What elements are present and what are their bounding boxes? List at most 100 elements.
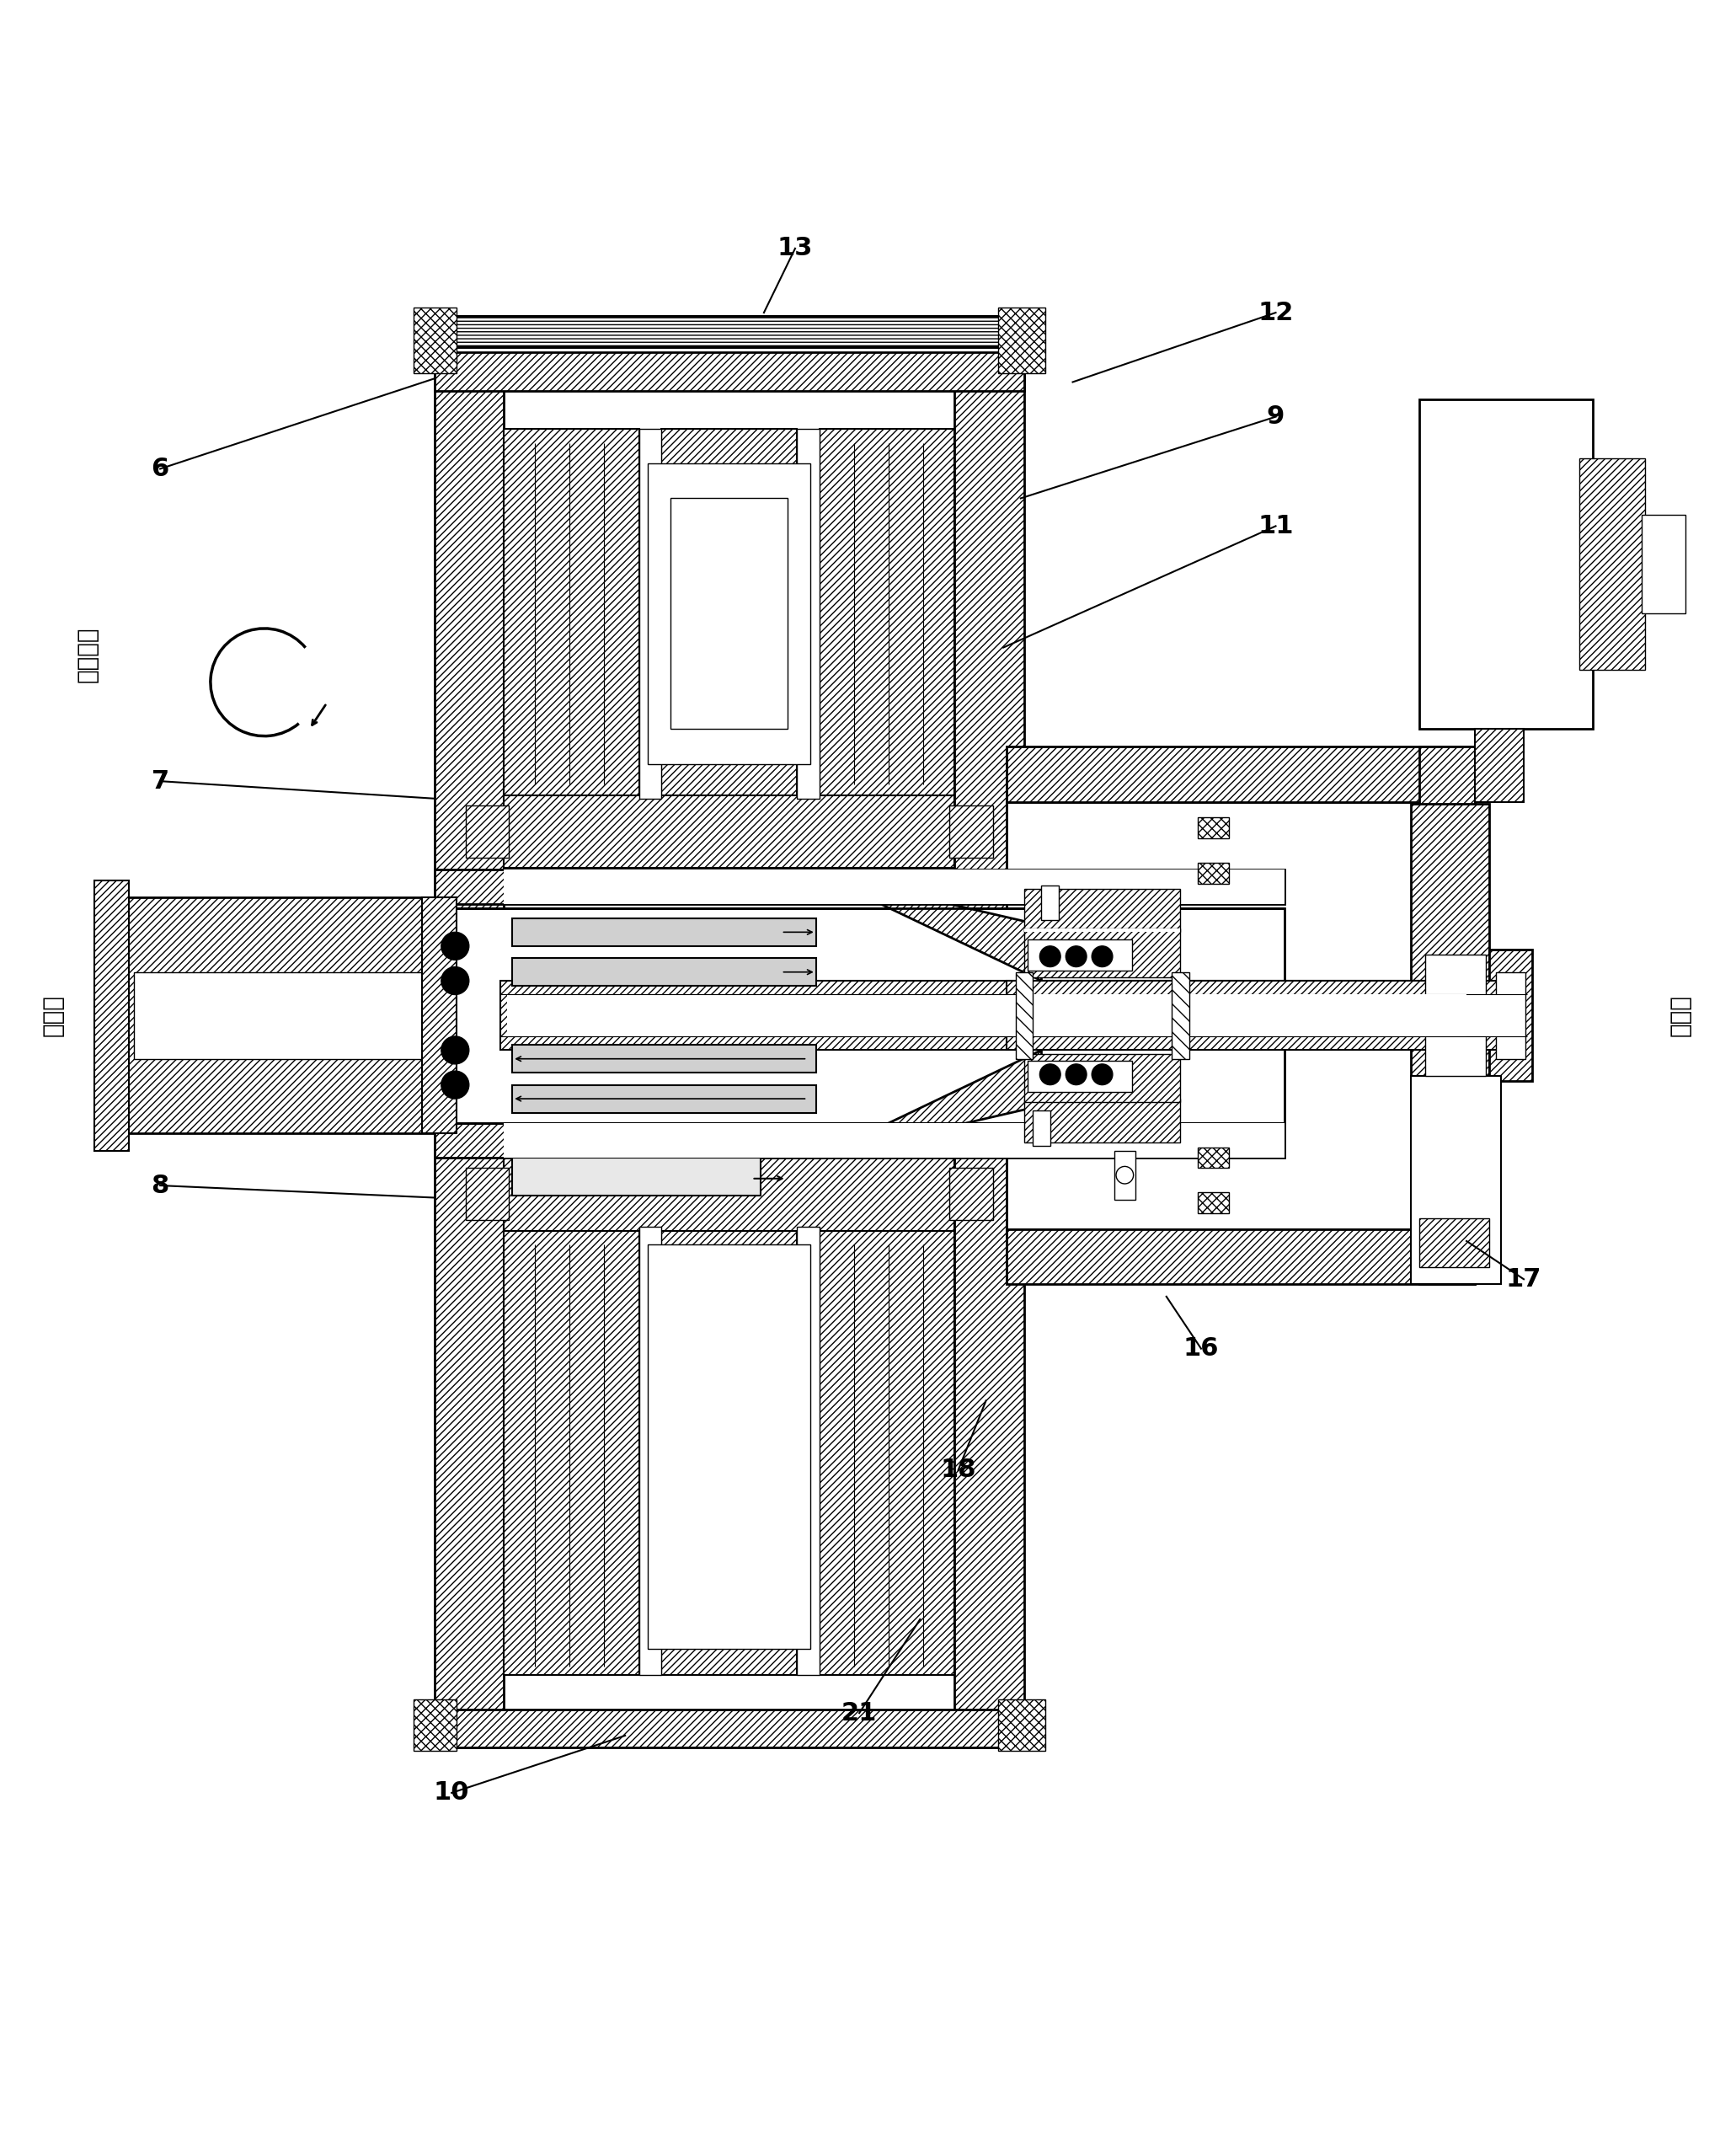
Bar — [661, 429, 797, 798]
Bar — [1024, 929, 1180, 933]
Bar — [1024, 1100, 1180, 1142]
Bar — [1024, 888, 1180, 933]
Bar — [955, 357, 1024, 1749]
Text: 18: 18 — [941, 1458, 976, 1482]
Text: 7: 7 — [151, 769, 168, 794]
Bar — [1042, 886, 1059, 920]
Bar — [512, 918, 816, 946]
Text: 13: 13 — [778, 237, 812, 260]
Bar — [434, 352, 1024, 391]
Bar — [1496, 971, 1526, 1059]
Bar — [648, 463, 811, 764]
Bar — [507, 995, 1514, 1035]
Text: 11: 11 — [1259, 515, 1293, 538]
Bar — [1420, 747, 1476, 1285]
Circle shape — [441, 967, 469, 995]
Bar — [512, 1085, 816, 1112]
Bar — [434, 907, 1285, 1123]
Polygon shape — [816, 1050, 1042, 1157]
Bar — [1411, 1076, 1502, 1285]
Bar — [639, 1228, 661, 1674]
Bar — [512, 1157, 760, 1196]
Bar — [1028, 939, 1132, 969]
Bar — [434, 869, 1285, 905]
Bar — [451, 316, 1007, 348]
Bar — [998, 307, 1045, 374]
Text: 旋转方向: 旋转方向 — [76, 626, 99, 683]
Bar — [1198, 863, 1229, 884]
Bar — [819, 429, 955, 798]
Bar — [434, 1710, 1024, 1749]
Bar — [503, 794, 955, 869]
Text: 17: 17 — [1505, 1266, 1542, 1292]
Bar — [797, 429, 819, 798]
Bar — [1198, 1146, 1229, 1168]
Bar — [108, 897, 443, 1134]
Text: 12: 12 — [1259, 301, 1293, 325]
Bar — [1198, 1193, 1229, 1213]
Bar — [1580, 459, 1646, 670]
Bar — [1115, 1151, 1135, 1200]
Circle shape — [1040, 946, 1061, 967]
Text: 负载侧: 负载侧 — [1668, 995, 1691, 1035]
Circle shape — [441, 933, 469, 961]
Bar — [1425, 954, 1486, 1076]
Bar — [465, 1168, 509, 1221]
Circle shape — [1040, 1063, 1061, 1085]
Text: 21: 21 — [842, 1702, 877, 1725]
Bar — [1420, 1219, 1489, 1266]
Circle shape — [441, 1072, 469, 1100]
Bar — [94, 880, 128, 1151]
Text: 9: 9 — [1267, 404, 1285, 429]
Bar — [503, 869, 1285, 905]
Bar — [1476, 730, 1524, 803]
Bar — [950, 1168, 993, 1221]
Bar — [413, 1699, 457, 1751]
Text: 6: 6 — [151, 457, 168, 480]
Circle shape — [1092, 946, 1113, 967]
Bar — [503, 1123, 1285, 1157]
Bar — [1172, 971, 1189, 1059]
Bar — [1198, 818, 1229, 839]
Bar — [1489, 950, 1533, 1082]
Text: 8: 8 — [151, 1174, 168, 1198]
Bar — [465, 805, 509, 858]
Bar — [797, 1228, 819, 1674]
Bar — [1024, 929, 1180, 978]
Bar — [1024, 1053, 1180, 1102]
Text: 输入侧: 输入侧 — [42, 995, 64, 1035]
Circle shape — [1066, 1063, 1087, 1085]
Bar — [512, 1044, 816, 1072]
Polygon shape — [816, 873, 1042, 980]
Bar — [1016, 971, 1033, 1059]
Bar — [1028, 1061, 1132, 1091]
Bar — [422, 897, 457, 1134]
Bar — [500, 980, 1524, 1050]
Bar — [648, 1245, 811, 1648]
Bar — [1007, 980, 1476, 1050]
Circle shape — [441, 1035, 469, 1063]
Circle shape — [1066, 946, 1087, 967]
Bar — [1420, 399, 1594, 730]
Bar — [670, 497, 788, 730]
Bar — [503, 1157, 955, 1230]
Bar — [998, 1699, 1045, 1751]
Bar — [434, 357, 503, 1749]
Text: 16: 16 — [1184, 1337, 1219, 1360]
Bar — [819, 1228, 955, 1674]
Bar — [639, 429, 661, 798]
Bar — [512, 959, 816, 986]
Bar — [134, 971, 437, 1059]
Bar — [1411, 803, 1489, 1228]
Bar — [1016, 995, 1467, 1035]
Bar — [1033, 1110, 1050, 1146]
Bar — [950, 805, 993, 858]
Bar — [1007, 1230, 1476, 1285]
Bar — [503, 429, 639, 798]
Bar — [1007, 747, 1476, 803]
Bar — [661, 1228, 797, 1674]
Circle shape — [1092, 1063, 1113, 1085]
Bar — [1642, 515, 1686, 613]
Bar — [1007, 803, 1420, 1230]
Text: 10: 10 — [434, 1781, 469, 1804]
